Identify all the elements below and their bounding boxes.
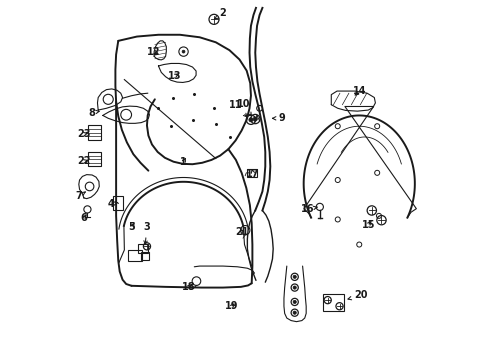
Text: 7: 7: [75, 191, 85, 201]
Text: 21: 21: [234, 227, 248, 237]
Text: 9: 9: [272, 113, 285, 123]
Text: 5: 5: [128, 222, 135, 232]
Text: 8: 8: [88, 108, 99, 118]
Bar: [128, 249, 142, 261]
Circle shape: [292, 286, 296, 289]
Circle shape: [253, 117, 257, 121]
Bar: [323, 294, 343, 311]
Text: 23: 23: [77, 129, 90, 139]
Bar: [246, 169, 256, 177]
Bar: [113, 197, 123, 210]
Text: 20: 20: [347, 291, 367, 301]
Bar: [88, 126, 101, 140]
Text: 18: 18: [182, 282, 195, 292]
Text: 2: 2: [214, 8, 226, 19]
Text: 13: 13: [167, 71, 181, 81]
Circle shape: [292, 311, 296, 314]
Bar: [138, 244, 148, 253]
Circle shape: [292, 300, 296, 303]
Text: 12: 12: [147, 46, 161, 57]
Text: 10: 10: [237, 99, 251, 116]
Text: 11: 11: [229, 100, 246, 117]
Bar: [141, 252, 148, 260]
Text: 22: 22: [77, 156, 90, 166]
Circle shape: [248, 118, 252, 122]
Text: 4: 4: [107, 199, 117, 210]
Circle shape: [292, 275, 296, 278]
Text: 14: 14: [352, 86, 366, 96]
Bar: [88, 152, 101, 166]
Circle shape: [182, 50, 184, 53]
Text: 1: 1: [180, 157, 186, 167]
Text: 6: 6: [81, 213, 87, 222]
Text: 17: 17: [246, 168, 259, 179]
Text: 15: 15: [361, 220, 374, 230]
Text: 19: 19: [225, 301, 238, 311]
Text: 3: 3: [143, 222, 150, 244]
Text: 16: 16: [300, 204, 317, 215]
